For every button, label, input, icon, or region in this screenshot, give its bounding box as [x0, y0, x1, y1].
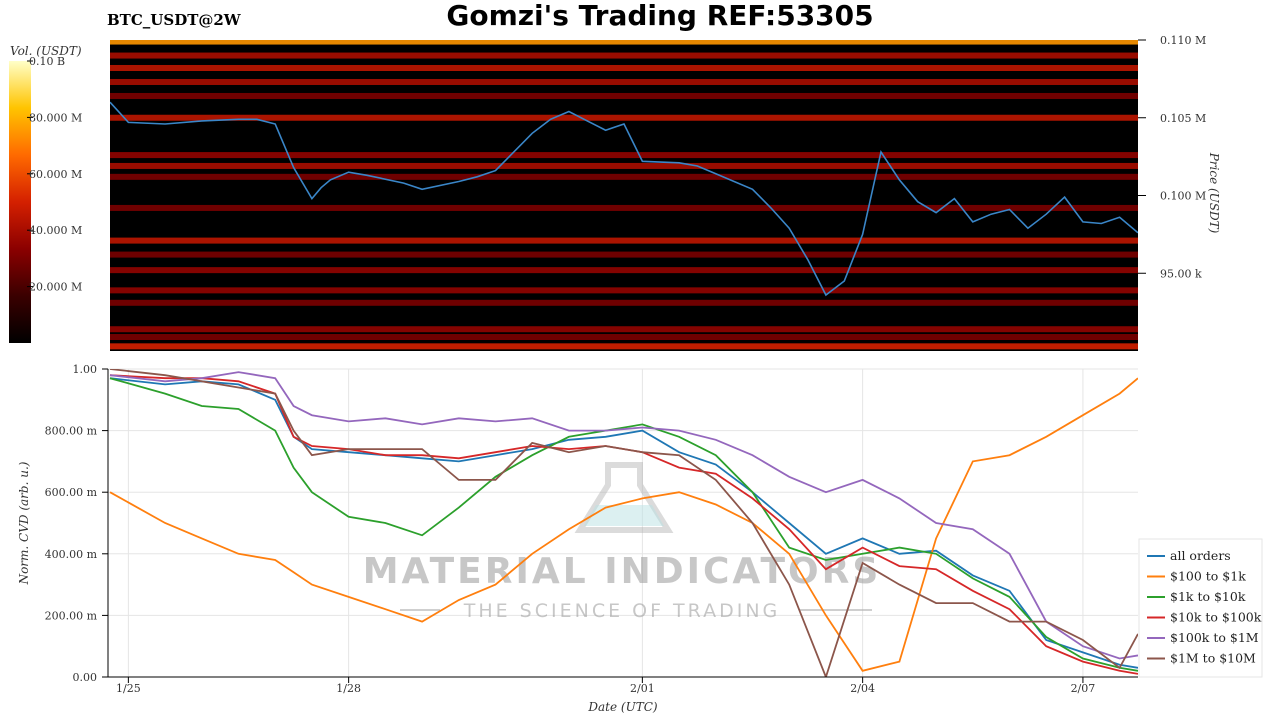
- liquidity-band: [110, 40, 1138, 45]
- cvd-series-line: [109, 371, 1138, 660]
- liquidity-band: [110, 299, 1138, 306]
- legend-entry: $100 to $1k: [1170, 569, 1246, 584]
- x-tick-label: 1/28: [336, 682, 361, 695]
- heatmap-panel: 95.00 k 0.100 M 0.105 M 0.110 M Price (USDT…: [110, 34, 1221, 351]
- liquidity-band: [110, 92, 1138, 99]
- chart-title: Gomzi's Trading REF:53305: [446, 0, 873, 32]
- liquidity-band: [110, 334, 1138, 341]
- y-tick-label: 800.00 m: [45, 425, 98, 438]
- legend-entry: $1M to $10M: [1170, 651, 1256, 666]
- y-tick-label: 200.00 m: [45, 609, 98, 622]
- cvd-panel: MATERIAL INDICATORS THE SCIENCE OF TRADI…: [17, 363, 1263, 714]
- liquidity-band: [110, 267, 1138, 274]
- liquidity-band: [110, 251, 1138, 258]
- liquidity-band: [110, 173, 1138, 180]
- x-axis-label: Date (UTC): [587, 700, 657, 714]
- liquidity-band: [110, 237, 1138, 244]
- watermark-brand: MATERIAL INDICATORS: [363, 551, 882, 592]
- colorbar-tick-label: 60.000 M: [29, 168, 82, 181]
- liquidity-band: [110, 78, 1138, 85]
- price-axis-label: Price (USDT): [1207, 152, 1221, 234]
- colorbar-gradient: [9, 61, 31, 343]
- legend-entry: $100k to $1M: [1170, 630, 1259, 645]
- liquidity-band: [110, 114, 1138, 121]
- y-tick-label: 1.00: [73, 363, 98, 376]
- cvd-series-line: [109, 369, 1138, 677]
- colorbar-tick-label: 0.10 B: [29, 55, 65, 68]
- liquidity-band: [110, 152, 1138, 159]
- colorbar: Vol. (USDT) 20.000 M 40.000 M 60.000 M 80.0…: [9, 44, 82, 343]
- liquidity-band: [110, 287, 1138, 294]
- price-tick-label: 0.110 M: [1160, 34, 1206, 47]
- x-tick-label: 2/04: [850, 682, 875, 695]
- legend-box: [1138, 538, 1263, 678]
- y-tick-label: 400.00 m: [45, 548, 98, 561]
- liquidity-band: [110, 343, 1138, 350]
- liquidity-band: [110, 52, 1138, 59]
- watermark-tagline: THE SCIENCE OF TRADING: [463, 600, 781, 622]
- price-tick-label: 0.105 M: [1160, 112, 1206, 125]
- cvd-series-line: [109, 377, 1138, 672]
- legend-entry: $10k to $100k: [1170, 610, 1262, 625]
- x-tick-label: 2/01: [630, 682, 655, 695]
- liquidity-band: [110, 326, 1138, 333]
- watermark-flask-icon: [574, 462, 674, 533]
- cvd-series-line: [109, 377, 1138, 672]
- price-line: [110, 101, 1138, 297]
- legend: all orders $100 to $1k $1k to $10k $10k to …: [1138, 538, 1263, 678]
- x-tick-label: 2/07: [1071, 682, 1096, 695]
- watermark-flask-fill-icon: [584, 505, 664, 526]
- colorbar-tick-label: 40.000 M: [29, 224, 82, 237]
- y-tick-label: 600.00 m: [45, 486, 98, 499]
- colorbar-tick-label: 20.000 M: [29, 281, 82, 294]
- heatmap-background: [110, 40, 1138, 351]
- liquidity-band: [110, 162, 1138, 169]
- legend-entry: all orders: [1170, 548, 1231, 563]
- y-tick-label: 0.00: [73, 671, 98, 684]
- price-tick-label: 0.100 M: [1160, 190, 1206, 203]
- colorbar-label: Vol. (USDT): [10, 44, 82, 58]
- symbol-label: BTC_USDT@2W: [107, 11, 242, 29]
- y-axis-label: Norm. CVD (arb. u.): [17, 461, 31, 585]
- colorbar-tick-label: 80.000 M: [29, 111, 82, 124]
- liquidity-band: [110, 204, 1138, 211]
- legend-entry: $1k to $10k: [1170, 589, 1246, 604]
- price-tick-label: 95.00 k: [1160, 267, 1202, 280]
- liquidity-band: [110, 64, 1138, 71]
- x-tick-label: 1/25: [116, 682, 141, 695]
